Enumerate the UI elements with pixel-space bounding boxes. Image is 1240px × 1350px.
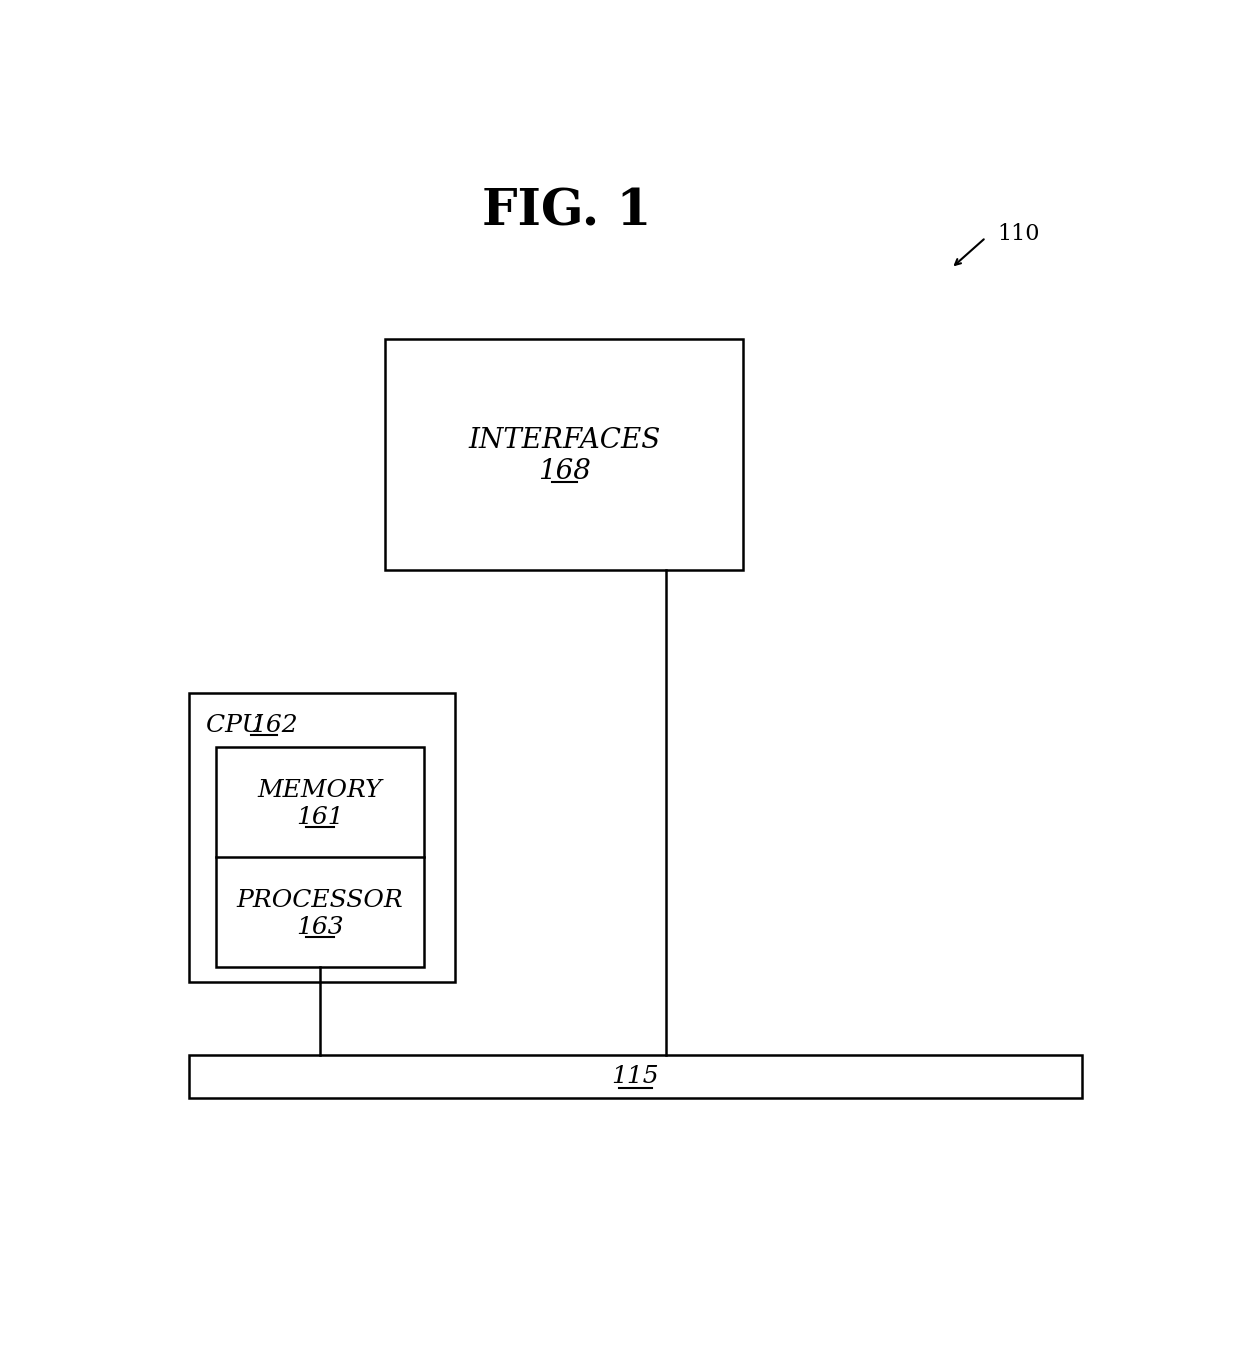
Text: 163: 163 (296, 915, 343, 938)
Text: CPU: CPU (206, 714, 270, 737)
Text: 115: 115 (611, 1065, 660, 1088)
Text: MEMORY: MEMORY (258, 779, 382, 802)
Text: PROCESSOR: PROCESSOR (237, 888, 403, 911)
Text: FIG. 1: FIG. 1 (481, 188, 651, 236)
Bar (216, 747, 424, 967)
Text: 162: 162 (250, 714, 298, 737)
Bar (188, 694, 455, 981)
Text: INTERFACES: INTERFACES (469, 427, 661, 454)
Text: 168: 168 (538, 458, 590, 485)
Text: 110: 110 (997, 223, 1040, 244)
Bar (386, 339, 743, 570)
Text: 161: 161 (296, 806, 343, 829)
Bar (188, 1056, 1083, 1098)
